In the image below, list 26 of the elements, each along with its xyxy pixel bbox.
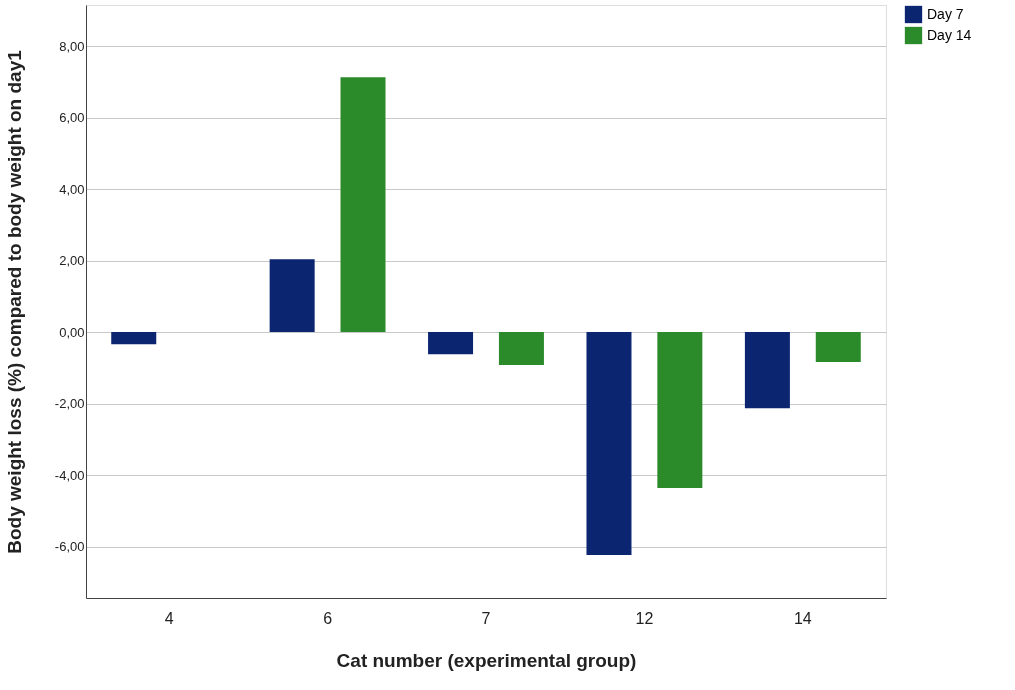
y-tick-label: 0,00 bbox=[59, 324, 85, 340]
legend-label: Day 14 bbox=[927, 26, 972, 43]
y-tick-label: 4,00 bbox=[59, 181, 85, 197]
bar bbox=[111, 332, 157, 345]
x-axis-title: Cat number (experimental group) bbox=[336, 649, 637, 671]
y-tick-label: -6,00 bbox=[54, 539, 85, 555]
bar bbox=[340, 77, 386, 333]
bar bbox=[744, 332, 790, 409]
x-tick-label: 7 bbox=[481, 609, 491, 627]
y-tick-label: -4,00 bbox=[54, 467, 85, 483]
y-tick-label: 6,00 bbox=[59, 110, 85, 126]
x-tick-label: 12 bbox=[635, 609, 654, 627]
legend-label: Day 7 bbox=[927, 5, 964, 22]
y-tick-label: -2,00 bbox=[54, 396, 85, 412]
bar bbox=[657, 332, 703, 488]
x-tick-label: 4 bbox=[164, 609, 174, 627]
x-tick-label: 14 bbox=[793, 609, 812, 627]
bar bbox=[498, 332, 544, 365]
bar bbox=[269, 259, 315, 333]
bar bbox=[428, 332, 474, 355]
bar bbox=[586, 332, 632, 556]
y-tick-label: 2,00 bbox=[59, 253, 85, 269]
bar bbox=[815, 332, 861, 363]
y-axis-title: Body weight loss (%) compared to body weight on day1 bbox=[3, 49, 25, 554]
x-tick-label: 6 bbox=[323, 609, 333, 627]
y-tick-label: 8,00 bbox=[59, 38, 85, 54]
